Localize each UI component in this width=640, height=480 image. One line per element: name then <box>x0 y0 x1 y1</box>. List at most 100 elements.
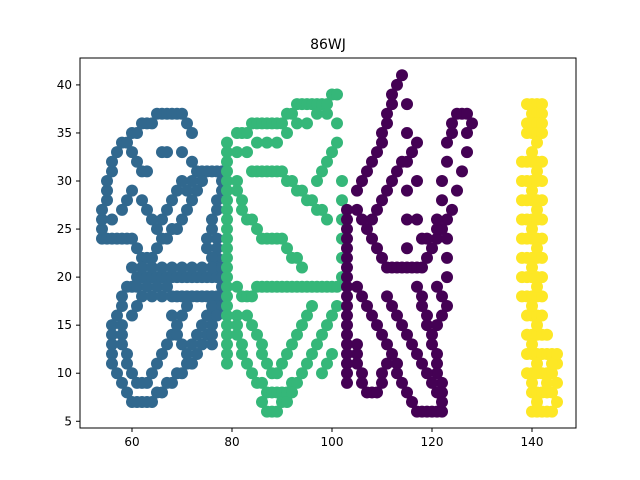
scatter-point <box>381 338 393 351</box>
scatter-point <box>456 165 468 178</box>
scatter-point <box>181 203 193 216</box>
scatter-point <box>376 251 388 264</box>
scatter-point <box>341 338 353 351</box>
scatter-point <box>431 357 443 370</box>
scatter-point <box>176 367 188 380</box>
scatter-point <box>221 232 233 245</box>
scatter-point <box>531 136 543 149</box>
scatter-point <box>311 338 323 351</box>
scatter-point <box>551 396 563 409</box>
scatter-point <box>156 290 168 303</box>
scatter-point <box>296 367 308 380</box>
scatter-point <box>446 117 458 130</box>
scatter-point <box>246 213 258 226</box>
scatter-point <box>166 309 178 322</box>
scatter-point <box>221 184 233 197</box>
x-tick-label: 140 <box>521 435 544 449</box>
scatter-point <box>181 299 193 312</box>
scatter-point <box>416 290 428 303</box>
scatter-point <box>451 184 463 197</box>
scatter-point <box>421 309 433 322</box>
x-tick-label: 120 <box>421 435 444 449</box>
y-axis: 5 10 15 20 25 30 35 40 <box>57 78 80 428</box>
scatter-point <box>106 165 118 178</box>
scatter-point <box>401 98 413 111</box>
scatter-point <box>96 223 108 236</box>
scatter-point <box>171 184 183 197</box>
scatter-point <box>461 126 473 139</box>
scatter-point <box>536 290 548 303</box>
scatter-point <box>426 328 438 341</box>
scatter-point <box>176 309 188 322</box>
scatter-point <box>381 107 393 120</box>
scatter-point <box>401 213 413 226</box>
scatter-point <box>551 348 563 360</box>
scatter-point <box>221 271 233 284</box>
scatter-point <box>106 348 118 360</box>
scatter-point <box>526 376 538 389</box>
scatter-point <box>151 242 163 255</box>
scatter-point <box>306 348 318 360</box>
scatter-point <box>431 367 443 380</box>
scatter-point <box>381 117 393 130</box>
scatter-point <box>326 146 338 159</box>
scatter-point <box>321 98 333 111</box>
scatter-point <box>166 261 178 274</box>
scatter-point <box>221 251 233 264</box>
scatter-point <box>206 319 218 332</box>
scatter-point <box>186 338 198 351</box>
scatter-point <box>321 213 333 226</box>
scatter-point <box>356 213 368 226</box>
scatter-point <box>441 155 453 168</box>
scatter-point <box>376 194 388 207</box>
scatter-point <box>221 338 233 351</box>
scatter-point <box>341 319 353 332</box>
scatter-point <box>221 328 233 341</box>
scatter-point <box>541 328 553 341</box>
scatter-point <box>221 194 233 207</box>
scatter-point <box>296 319 308 332</box>
scatter-point <box>341 348 353 360</box>
scatter-point <box>231 184 243 197</box>
scatter-point <box>276 232 288 245</box>
scatter-point <box>331 88 343 101</box>
scatter-point <box>256 376 268 389</box>
scatter-point <box>421 232 433 245</box>
scatter-point <box>286 175 298 188</box>
scatter-point <box>221 357 233 370</box>
scatter-point <box>161 232 173 245</box>
scatter-point <box>371 242 383 255</box>
scatter-point <box>376 376 388 389</box>
scatter-point <box>391 165 403 178</box>
scatter-point <box>441 213 453 226</box>
scatter-point <box>126 184 138 197</box>
scatter-point <box>536 175 548 188</box>
scatter-point <box>356 175 368 188</box>
scatter-point <box>416 261 428 274</box>
scatter-point <box>431 232 443 245</box>
scatter-point <box>431 319 443 332</box>
scatter-point <box>151 223 163 236</box>
scatter-point <box>116 376 128 389</box>
scatter-point <box>431 223 443 236</box>
scatter-point <box>191 184 203 197</box>
scatter-point <box>411 136 423 149</box>
scatter-point <box>436 290 448 303</box>
scatter-point <box>211 309 223 322</box>
scatter-point <box>116 328 128 341</box>
scatter-point <box>341 203 353 216</box>
scatter-points <box>96 69 563 418</box>
scatter-point <box>171 328 183 341</box>
scatter-point <box>261 136 273 149</box>
scatter-point <box>396 155 408 168</box>
scatter-point <box>341 367 353 380</box>
scatter-point <box>176 338 188 351</box>
scatter-point <box>251 223 263 236</box>
scatter-point <box>131 280 143 293</box>
scatter-point <box>301 357 313 370</box>
scatter-point <box>386 175 398 188</box>
scatter-point <box>281 348 293 360</box>
scatter-point <box>366 213 378 226</box>
scatter-point <box>251 136 263 149</box>
scatter-point <box>141 280 153 293</box>
